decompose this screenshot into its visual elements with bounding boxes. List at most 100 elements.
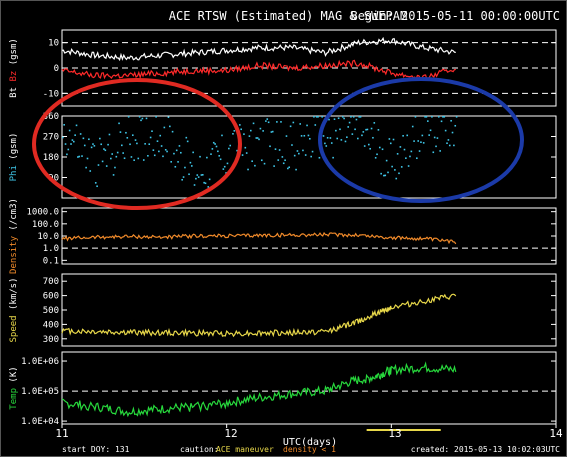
point-phi-138 — [251, 160, 253, 163]
point-phi-17 — [85, 166, 87, 169]
y-tick-label-density-3: 1.0 — [43, 244, 59, 254]
y-axis-label-part-temp-0: Temp — [9, 388, 19, 410]
point-phi-114 — [218, 155, 221, 157]
created-time: created: 2015-05-13 10:02:03UTC — [411, 445, 560, 454]
point-phi-271 — [433, 136, 436, 139]
point-phi-279 — [444, 129, 447, 132]
point-phi-120 — [226, 162, 229, 165]
point-phi-3 — [66, 153, 68, 156]
y-axis-label-phi: Phi (gsm) — [9, 133, 19, 182]
annotation-red-ellipse — [32, 78, 242, 210]
point-phi-19 — [88, 138, 90, 141]
point-phi-95 — [192, 151, 194, 154]
point-phi-194 — [328, 118, 330, 121]
point-phi-150 — [267, 121, 270, 124]
point-phi-202 — [339, 128, 341, 131]
point-phi-47 — [126, 136, 129, 139]
point-phi-137 — [249, 129, 252, 132]
point-phi-118 — [223, 165, 226, 168]
point-phi-119 — [225, 172, 227, 174]
point-phi-124 — [232, 133, 234, 135]
point-phi-252 — [407, 165, 410, 167]
point-phi-286 — [454, 124, 457, 127]
point-phi-239 — [389, 142, 392, 145]
y-tick-label-speed-4: 300 — [43, 335, 59, 345]
point-phi-183 — [313, 116, 315, 118]
point-phi-39 — [115, 155, 118, 158]
point-phi-102 — [201, 174, 204, 176]
point-phi-81 — [173, 152, 175, 155]
point-phi-277 — [442, 116, 444, 118]
point-phi-264 — [424, 116, 426, 118]
point-phi-129 — [239, 124, 241, 126]
series-mag-bt — [61, 36, 456, 62]
y-tick-label-density-4: 0.1 — [43, 256, 59, 266]
point-phi-78 — [169, 125, 171, 128]
point-phi-35 — [110, 157, 112, 160]
point-phi-46 — [125, 131, 127, 134]
point-phi-28 — [100, 143, 103, 146]
point-phi-108 — [210, 153, 212, 155]
point-phi-157 — [277, 159, 280, 161]
point-phi-159 — [280, 121, 282, 123]
point-phi-244 — [396, 153, 399, 155]
point-phi-62 — [147, 155, 149, 157]
point-phi-213 — [354, 128, 356, 131]
line-temp-temp — [61, 361, 457, 418]
point-phi-98 — [196, 174, 199, 176]
point-phi-12 — [78, 155, 81, 158]
point-phi-187 — [318, 156, 321, 159]
point-phi-86 — [180, 151, 182, 154]
point-phi-259 — [417, 140, 420, 142]
point-phi-52 — [133, 159, 135, 161]
y-tick-label-temp-2: 1.0E+04 — [21, 417, 59, 427]
point-phi-41 — [118, 122, 120, 125]
y-axis-label-part-mag-1: Bz — [9, 71, 19, 87]
point-phi-53 — [134, 139, 137, 141]
point-phi-20 — [89, 170, 92, 172]
point-phi-125 — [233, 130, 236, 132]
point-phi-94 — [190, 165, 193, 167]
point-phi-91 — [186, 140, 189, 143]
point-phi-207 — [346, 136, 348, 139]
point-phi-29 — [101, 160, 104, 163]
point-phi-66 — [152, 149, 155, 151]
point-phi-140 — [254, 164, 256, 167]
y-axis-label-part-mag-0: Bt — [9, 87, 19, 98]
point-phi-112 — [215, 145, 218, 148]
point-phi-218 — [361, 134, 363, 137]
point-phi-257 — [414, 116, 417, 118]
y-tick-label-speed-3: 400 — [43, 320, 59, 330]
point-phi-163 — [285, 135, 288, 137]
point-phi-262 — [421, 134, 424, 137]
point-phi-278 — [443, 116, 446, 118]
point-phi-162 — [284, 159, 286, 162]
series-mag-bz — [61, 59, 456, 81]
point-phi-167 — [291, 144, 293, 146]
point-phi-63 — [148, 143, 151, 146]
point-phi-85 — [178, 145, 181, 147]
point-phi-22 — [92, 143, 94, 145]
point-phi-51 — [131, 134, 134, 136]
caution-maneuver: ACE maneuver — [216, 445, 274, 454]
x-tick-label-11: 11 — [55, 427, 68, 440]
point-phi-158 — [278, 149, 281, 151]
point-phi-234 — [383, 174, 385, 177]
point-phi-196 — [330, 142, 333, 144]
point-phi-50 — [130, 156, 133, 158]
point-phi-242 — [394, 169, 396, 171]
point-phi-33 — [107, 143, 109, 146]
point-phi-274 — [437, 116, 440, 118]
point-phi-236 — [385, 159, 388, 162]
point-phi-135 — [247, 168, 249, 171]
point-phi-282 — [448, 144, 451, 147]
point-phi-107 — [208, 178, 211, 181]
point-phi-231 — [378, 146, 381, 149]
point-phi-247 — [400, 166, 403, 168]
point-phi-70 — [158, 150, 160, 153]
y-tick-label-phi-3: 90 — [48, 174, 59, 184]
point-phi-255 — [411, 125, 414, 128]
point-phi-269 — [431, 116, 433, 118]
y-tick-label-phi-0: 360 — [43, 112, 59, 122]
point-phi-228 — [374, 156, 377, 159]
